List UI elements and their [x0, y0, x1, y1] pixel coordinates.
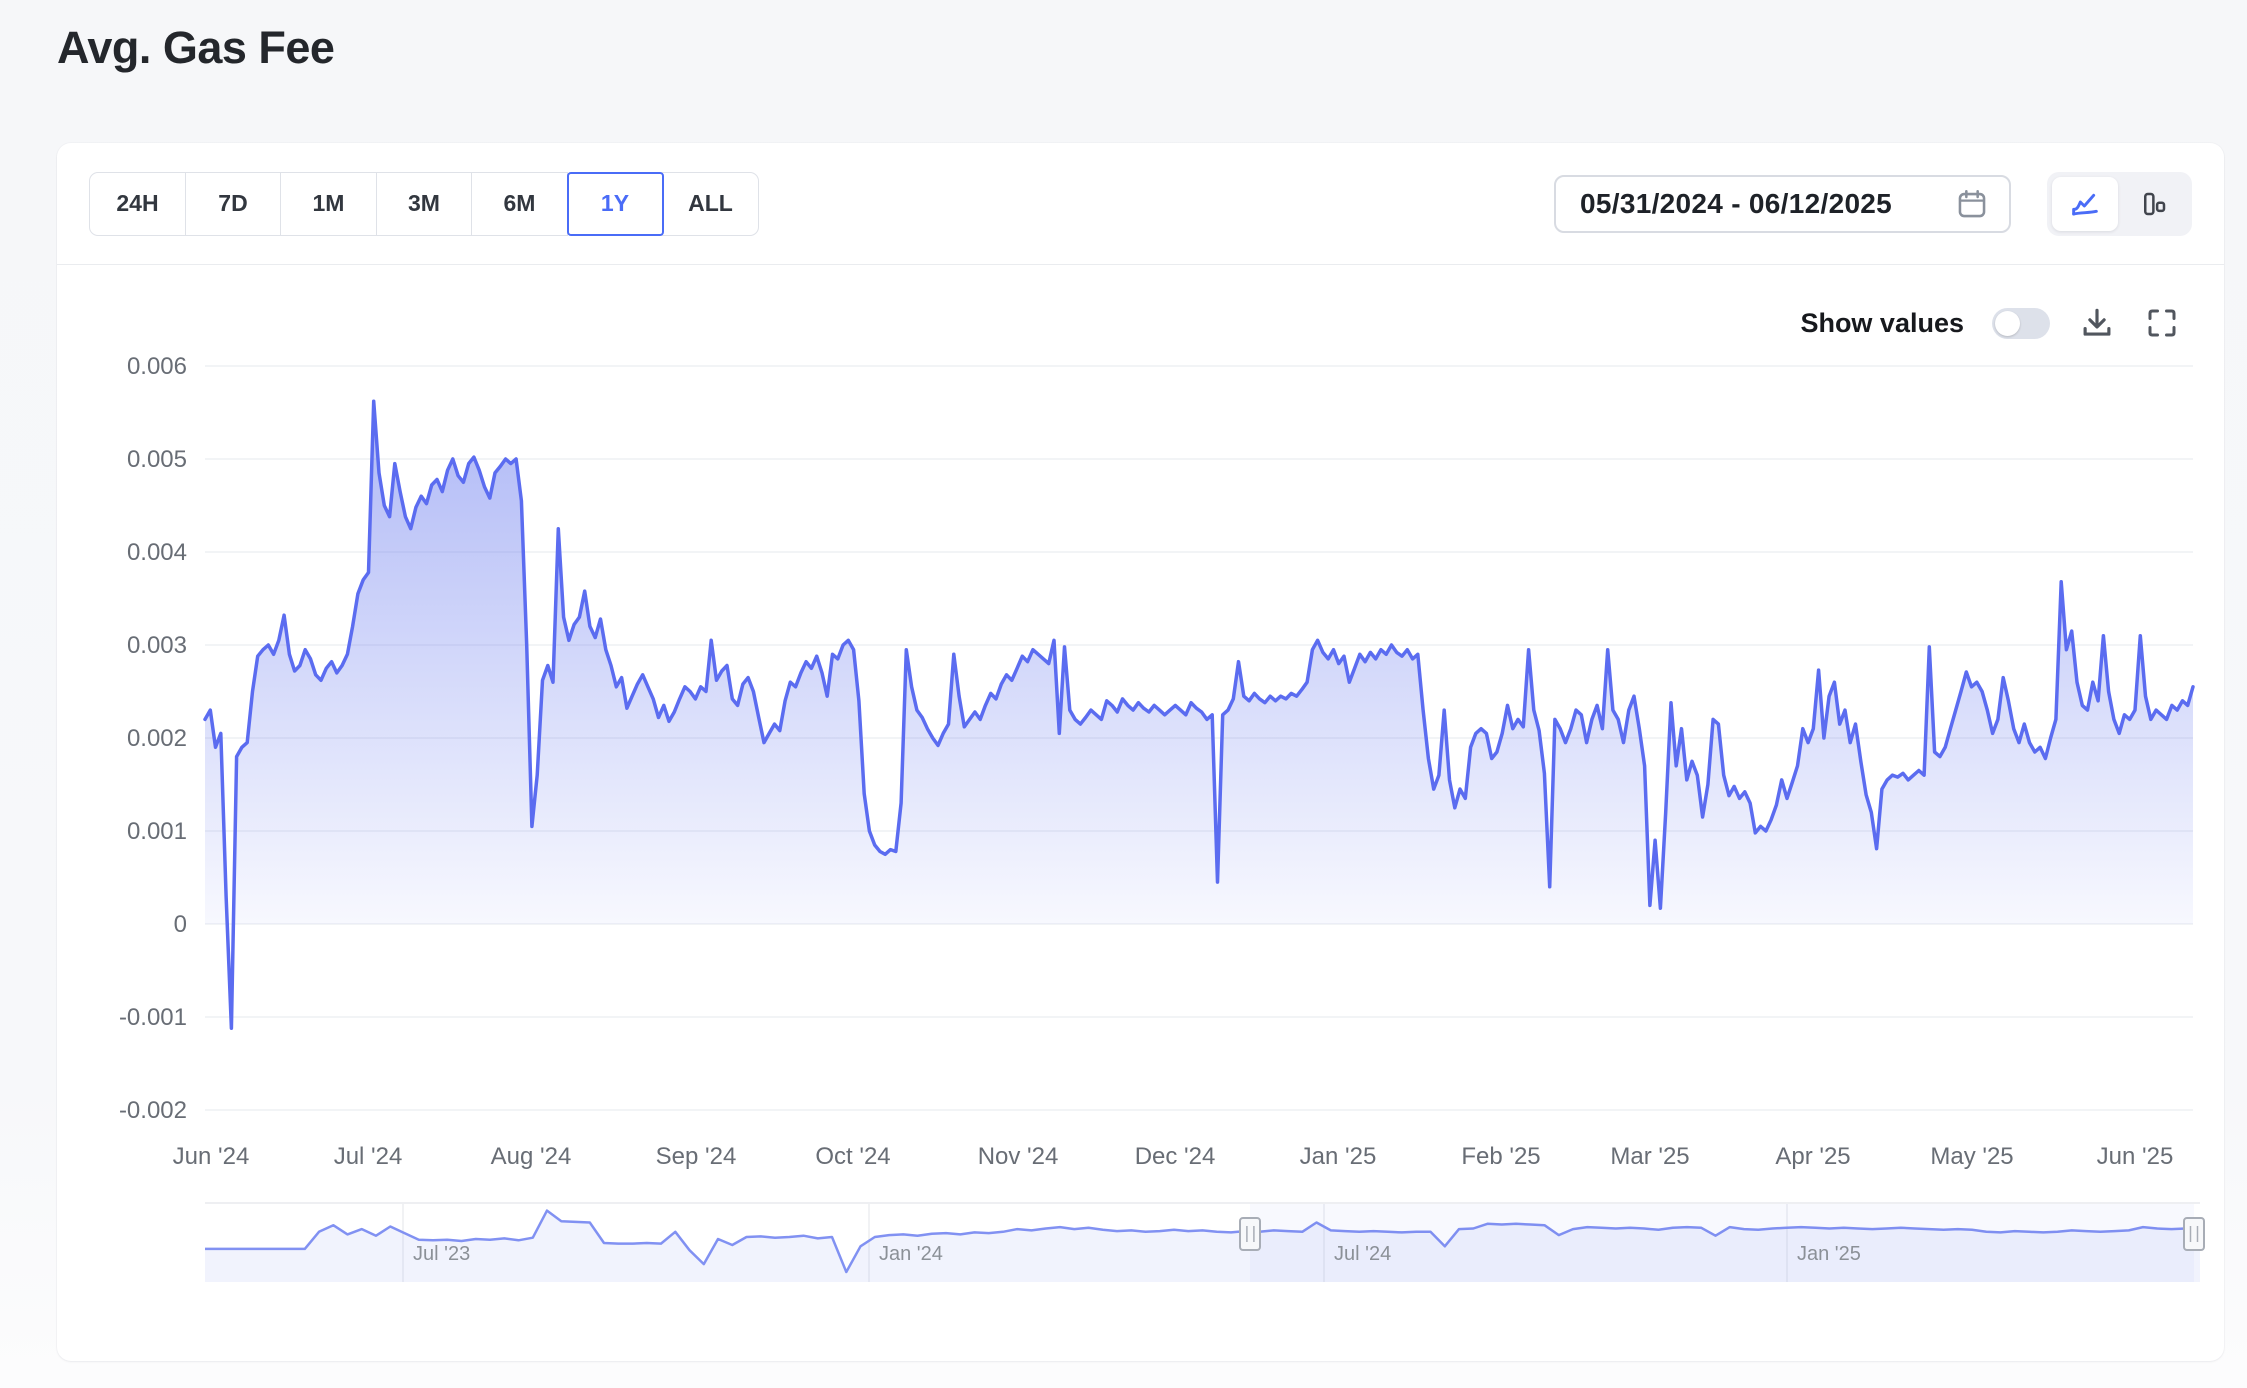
- main-chart[interactable]: [203, 365, 2195, 1114]
- toolbar: 24H 7D 1M 3M 6M 1Y ALL 05/31/2024 - 06/12/2025: [57, 143, 2224, 265]
- column-chart-icon: [2144, 192, 2166, 215]
- x-tick-label: Mar '25: [1610, 1143, 1690, 1170]
- date-range-value: 05/31/2024 - 06/12/2025: [1580, 187, 1893, 219]
- range-button-1y[interactable]: 1Y: [566, 171, 664, 236]
- line-chart-icon: [2072, 193, 2098, 215]
- date-range-picker[interactable]: 05/31/2024 - 06/12/2025: [1554, 174, 2011, 233]
- x-tick-label: Oct '24: [815, 1143, 891, 1170]
- x-tick-label: Jan '25: [1299, 1143, 1377, 1170]
- navigator-selected-range[interactable]: [1250, 1204, 2194, 1282]
- navigator-handle-left[interactable]: [1239, 1217, 1261, 1251]
- navigator-tick-label: Jul '24: [1334, 1243, 1392, 1265]
- column-chart-type-button[interactable]: [2121, 177, 2187, 231]
- toggle-knob: [1995, 310, 2020, 336]
- x-tick-label: Apr '25: [1775, 1143, 1851, 1170]
- x-tick-label: Nov '24: [977, 1143, 1059, 1170]
- navigator[interactable]: [205, 1202, 2205, 1282]
- chart-controls: Show values: [1800, 301, 2180, 345]
- y-tick-label: 0.001: [126, 818, 187, 845]
- x-tick-label: Jun '25: [2096, 1143, 2174, 1170]
- y-tick-label: -0.002: [118, 1097, 187, 1124]
- fullscreen-icon[interactable]: [2144, 305, 2180, 341]
- line-chart-type-button[interactable]: [2052, 176, 2118, 231]
- download-icon[interactable]: [2078, 304, 2116, 342]
- y-tick-label: 0.004: [126, 539, 187, 566]
- x-tick-label: Jul '24: [333, 1143, 403, 1170]
- toolbar-right: 05/31/2024 - 06/12/2025: [1554, 171, 2192, 236]
- range-button-all[interactable]: ALL: [662, 171, 759, 236]
- x-tick-label: Aug '24: [490, 1143, 572, 1170]
- range-button-7d[interactable]: 7D: [184, 171, 282, 236]
- calendar-icon: [1958, 189, 1986, 217]
- navigator-handle-right[interactable]: [2183, 1217, 2205, 1251]
- chart-type-toggle: [2047, 171, 2192, 236]
- x-tick-label: Sep '24: [655, 1143, 737, 1170]
- page-title: Avg. Gas Fee: [57, 22, 335, 73]
- show-values-toggle[interactable]: [1992, 307, 2050, 339]
- x-tick-label: May '25: [1930, 1143, 2014, 1170]
- navigator-tick-label: Jan '24: [879, 1243, 943, 1265]
- x-tick-label: Jun '24: [172, 1143, 250, 1170]
- y-tick-label: -0.001: [118, 1004, 187, 1031]
- range-button-group: 24H 7D 1M 3M 6M 1Y ALL: [89, 171, 759, 236]
- y-tick-label: 0.003: [126, 632, 187, 659]
- show-values-label: Show values: [1800, 307, 1964, 338]
- range-button-6m[interactable]: 6M: [471, 171, 568, 236]
- y-tick-label: 0.005: [126, 446, 187, 473]
- range-button-24h[interactable]: 24H: [89, 171, 186, 236]
- navigator-tick-label: Jul '23: [413, 1243, 471, 1265]
- y-tick-label: 0: [173, 911, 187, 938]
- y-tick-label: 0.002: [126, 725, 187, 752]
- x-tick-label: Dec '24: [1134, 1143, 1216, 1170]
- y-axis-labels: 0.006 0.005 0.004 0.003 0.002 0.001 0 -0.001 -0.…: [77, 353, 187, 1124]
- navigator-tick-label: Jan '25: [1797, 1243, 1861, 1265]
- x-axis-labels: Jun '24 Jul '24 Aug '24 Sep '24 Oct '24 Nov '…: [173, 1143, 2193, 1175]
- chart-card: 24H 7D 1M 3M 6M 1Y ALL 05/31/2024 - 06/12/2025: [57, 143, 2224, 1361]
- navigator-labels: Jul '23 Jan '24 Jul '24 Jan '25: [205, 1243, 2200, 1271]
- range-button-3m[interactable]: 3M: [375, 171, 473, 236]
- y-tick-label: 0.006: [126, 353, 187, 380]
- x-tick-label: Feb '25: [1461, 1143, 1541, 1170]
- range-button-1m[interactable]: 1M: [280, 171, 377, 236]
